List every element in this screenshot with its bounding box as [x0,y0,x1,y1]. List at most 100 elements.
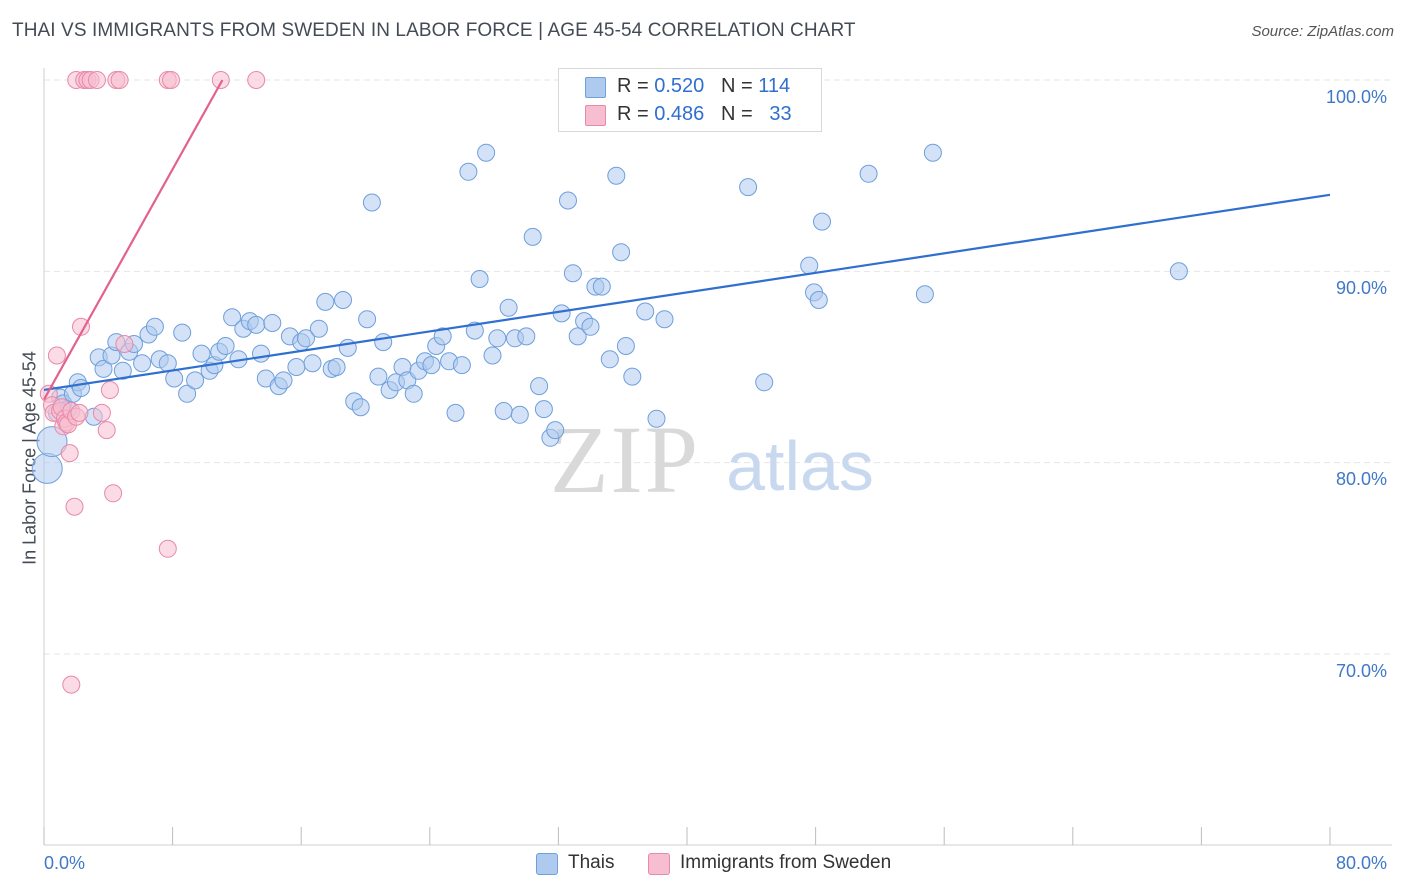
thais-point [483,346,502,365]
thais-point [470,270,489,288]
thais-point [173,323,192,342]
thais-point [223,308,242,327]
thais-point [581,317,600,336]
thais-point [113,361,132,380]
gridlines [44,79,1392,655]
thais-point [274,371,293,390]
thais-point [923,143,942,162]
legend-n-value: 33 [769,103,792,125]
sweden-point [211,71,230,89]
sweden-legend-swatch [648,853,670,875]
thais-point [362,193,381,212]
thais-swatch [585,77,606,98]
thais-points [31,71,1188,484]
thais-point [530,377,549,396]
legend-r-value: 0.520 [654,75,705,97]
thais-point [309,319,328,338]
legend-n-label: N = [720,103,759,125]
sweden-point [110,71,129,89]
thais-point [499,298,518,317]
thais-point [186,371,205,390]
thais-point [465,321,484,340]
thais-point [297,329,315,348]
sweden-legend-label: Immigrants from Sweden [680,852,892,873]
x-tick-label-80: 80.0% [1336,853,1388,873]
thais-point [433,327,452,346]
sweden-points [39,71,266,694]
thais-point [623,367,642,386]
chart-title: THAI VS IMMIGRANTS FROM SWEDEN IN LABOR … [12,20,856,41]
legend-n-value: 114 [758,75,791,97]
thais-point [477,143,496,162]
thais-point [404,384,423,403]
sweden-point [104,484,123,503]
thais-point [316,292,335,311]
watermark: ZIP atlas [550,406,874,513]
source-note: Source: ZipAtlas.com [1251,23,1394,40]
sweden-swatch [585,105,606,126]
sweden-point [70,403,89,422]
thais-point [252,344,270,363]
thais-point [809,291,828,309]
sweden-point [100,381,119,399]
thais-point [374,333,393,352]
x-tick-label-0: 0.0% [44,853,86,873]
y-tick-label-70: 70.0% [1336,661,1388,681]
thais-point [559,191,577,210]
thais-point [546,421,565,440]
watermark-zip: ZIP [550,406,700,513]
thais-point [523,227,542,246]
y-tick-label-80: 80.0% [1336,469,1388,489]
thais-point [568,327,587,346]
thais-point [800,256,819,275]
legend-r-label: R = [617,103,655,125]
thais-point [133,354,152,373]
sweden-trendline [43,79,224,401]
thais-point [563,264,582,283]
thais-point [334,291,352,309]
thais-trendline [43,193,1331,392]
thais-point [459,162,478,181]
thais-point [358,310,377,329]
thais-legend-swatch [536,853,558,875]
thais-point [178,384,197,403]
thais-point [612,243,631,262]
axes [43,68,1392,846]
watermark-atlas: atlas [726,427,874,505]
thais-point [216,337,235,355]
thais-point [592,277,611,296]
thais-point [616,337,635,355]
sweden-point [97,421,116,440]
legend-n-label: N = [720,75,759,97]
sweden-point [60,444,79,463]
thais-point [192,344,211,363]
thais-point [287,358,306,376]
thais-point [351,398,370,417]
sweden-point [47,346,66,365]
thais-point [813,212,831,231]
thais-point [369,367,388,386]
thais-point [422,356,441,375]
y-tick-label-100: 100.0% [1326,87,1388,107]
thais-point [327,358,346,376]
thais-point [494,402,513,420]
sweden-point [92,403,111,422]
legend-r-label: R = [617,75,655,97]
thais-point [145,317,164,336]
trendlines [43,79,1331,401]
legend-r-value: 0.486 [654,103,705,125]
thais-point [655,310,674,329]
thais-point [647,409,666,428]
thais-point [72,379,90,397]
thais-point [488,329,507,348]
thais-point [31,452,63,484]
thais-point [534,400,553,419]
sweden-point [158,539,177,558]
thais-legend-label: Thais [568,852,615,873]
sweden-point [247,71,266,89]
thais-point [165,369,184,388]
thais-point [158,354,177,373]
thais-point [94,359,113,378]
thais-point [600,350,619,369]
